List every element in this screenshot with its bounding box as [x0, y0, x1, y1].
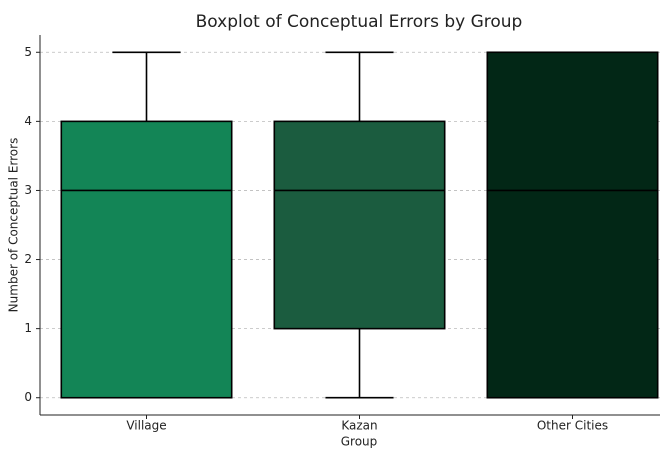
y-tick-label: 3 [24, 183, 32, 197]
x-tick-label: Kazan [341, 419, 377, 433]
chart-title: Boxplot of Conceptual Errors by Group [196, 12, 523, 32]
box [60, 120, 233, 399]
box [273, 120, 446, 330]
x-axis-label: Group [341, 435, 378, 449]
y-tick-label: 4 [24, 114, 32, 128]
y-tick-label: 2 [24, 252, 32, 266]
x-tick-label: Village [126, 419, 166, 433]
y-axis-label: Number of Conceptual Errors [7, 138, 21, 313]
y-tick-label: 0 [24, 390, 32, 404]
y-tick-label: 1 [24, 321, 32, 335]
box [486, 51, 659, 399]
y-tick-label: 5 [24, 45, 32, 59]
x-tick-label: Other Cities [537, 419, 608, 433]
